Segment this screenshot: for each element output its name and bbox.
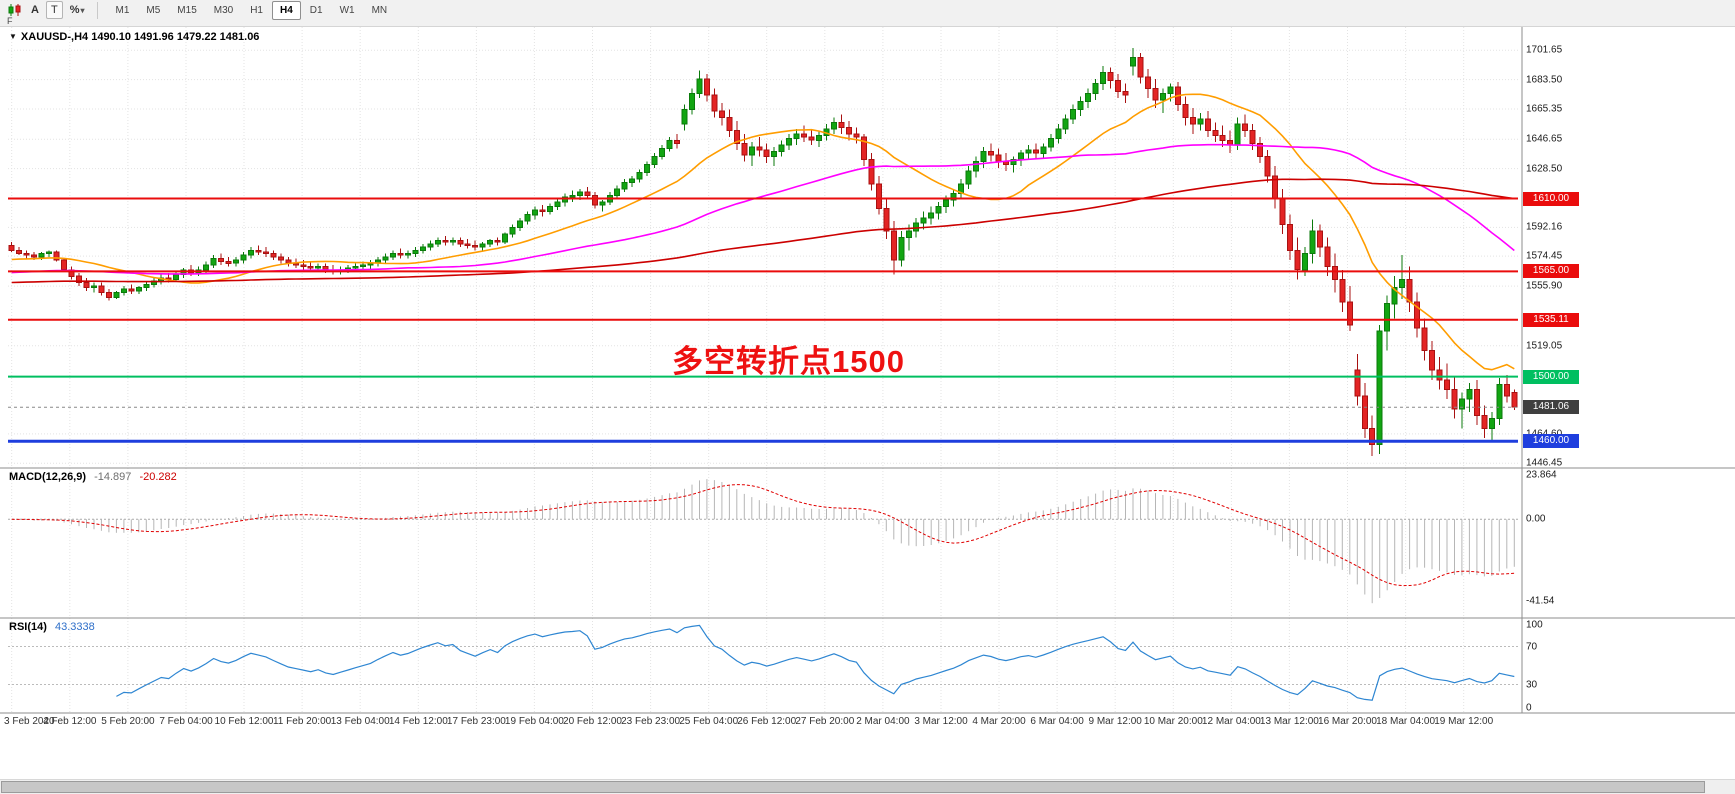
macd-signal-line (11, 484, 1515, 587)
chart-f-label: F (7, 16, 13, 26)
timeframe-m15-button[interactable]: M15 (169, 1, 204, 20)
macd-label: MACD(12,26,9) (9, 471, 87, 483)
timeframe-w1-button[interactable]: W1 (332, 1, 363, 20)
macd-layer (8, 479, 1518, 604)
macd-signal-value: -20.282 (139, 471, 177, 483)
ma-fast-line (11, 93, 1515, 371)
timeframe-group: M1 M5 M15 M30 H1 H4 D1 W1 MN (107, 0, 396, 20)
rsi-value: 43.3338 (54, 621, 95, 633)
timeframe-m30-button[interactable]: M30 (206, 1, 241, 20)
candles-layer (8, 48, 1518, 456)
chart-title-text: XAUUSD-,H4 1490.10 1491.96 1479.22 1481.… (20, 31, 260, 43)
panel-borders (0, 27, 1735, 714)
timeframe-m5-button[interactable]: M5 (138, 1, 168, 20)
percent-icon: % (69, 3, 80, 16)
label-tool-button[interactable]: T (45, 1, 63, 19)
horizontal-scrollbar[interactable] (0, 779, 1735, 794)
rsi-line (116, 624, 1515, 701)
timeframe-h4-button[interactable]: H4 (272, 0, 301, 20)
rsi-header: RSI(14) 43.3338 (9, 621, 95, 633)
chart-type-icon[interactable] (6, 2, 24, 18)
chart-annotation[interactable]: 多空转折点1500 (672, 344, 905, 379)
text-tool-button[interactable]: A (27, 2, 43, 18)
ma-slow-line (11, 178, 1515, 284)
timeframe-m1-button[interactable]: M1 (107, 1, 137, 20)
ma-medium-line (11, 143, 1515, 275)
timeframe-d1-button[interactable]: D1 (302, 1, 331, 20)
macd-header: MACD(12,26,9) -14.897 -20.282 (9, 471, 177, 483)
hline-layer[interactable] (8, 197, 1518, 443)
rsi-layer (8, 624, 1518, 701)
symbol-dropdown-icon[interactable]: ▼ (9, 32, 17, 41)
grid-layer (8, 27, 1518, 713)
rsi-label: RSI(14) (9, 621, 47, 633)
scrollbar-thumb[interactable] (1, 781, 1705, 793)
percent-tool-button[interactable]: %▾ (66, 2, 89, 19)
toolbar: A T %▾ M1 M5 M15 M30 H1 H4 D1 W1 MN F (0, 0, 1735, 27)
timeframe-h1-button[interactable]: H1 (242, 1, 271, 20)
toolbar-separator (97, 1, 99, 19)
caret-down-icon: ▾ (80, 5, 85, 15)
chart-title: ▼ XAUUSD-,H4 1490.10 1491.96 1479.22 1481… (9, 31, 259, 43)
timeframe-mn-button[interactable]: MN (364, 1, 396, 20)
macd-main-value: -14.897 (94, 471, 132, 483)
